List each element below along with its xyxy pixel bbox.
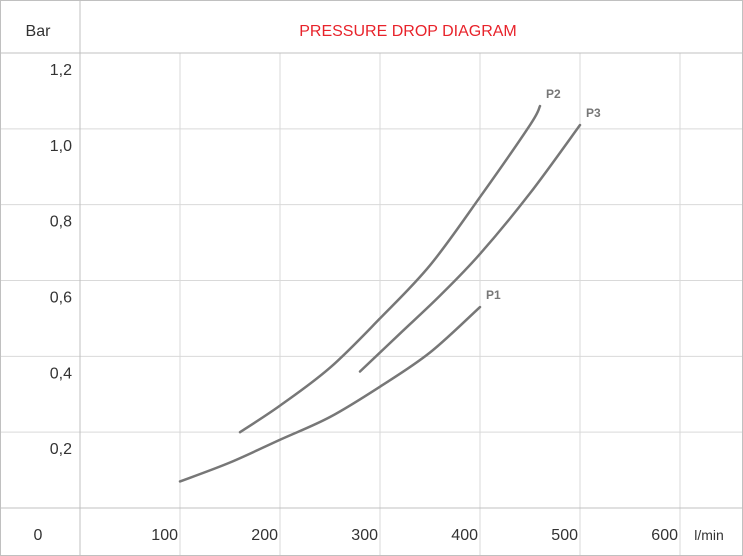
series-line-p2 (238, 104, 542, 434)
y-tick-label: 0,8 (50, 214, 72, 231)
series-label-p1: P1 (486, 288, 501, 302)
x-tick-label: 200 (251, 527, 278, 544)
series-line-p1 (178, 305, 482, 483)
series-label-p2: P2 (546, 87, 561, 101)
grid (0, 52, 743, 556)
chart-title: PRESSURE DROP DIAGRAM (299, 23, 517, 40)
y-tick-label: 0,6 (50, 290, 72, 307)
series-labels: P1 P2 P3 (486, 87, 601, 302)
y-axis-label: Bar (26, 23, 52, 40)
x-tick-label: 100 (151, 527, 178, 544)
y-tick-labels: 1,2 1,0 0,8 0,6 0,4 0,2 (50, 62, 72, 458)
x-tick-labels: 100 200 300 400 500 600 (151, 527, 678, 544)
y-tick-label: 1,0 (50, 138, 72, 155)
series-label-p3: P3 (586, 106, 601, 120)
y-tick-label: 1,2 (50, 62, 72, 79)
x-axis-origin-label: 0 (34, 527, 43, 544)
y-tick-label: 0,4 (50, 365, 72, 382)
series-lines (178, 104, 582, 483)
x-tick-label: 600 (651, 527, 678, 544)
x-tick-label: 500 (551, 527, 578, 544)
series-line-p3 (358, 123, 582, 373)
y-tick-label: 0,2 (50, 441, 72, 458)
x-tick-label: 300 (351, 527, 378, 544)
x-tick-label: 400 (451, 527, 478, 544)
x-axis-unit-label: l/min (694, 527, 724, 543)
